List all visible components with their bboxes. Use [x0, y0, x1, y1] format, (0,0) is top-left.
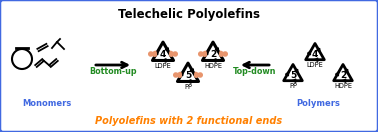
Circle shape: [149, 52, 153, 56]
Text: HDPE: HDPE: [334, 83, 352, 89]
Text: 2: 2: [340, 71, 346, 80]
Text: HDPE: HDPE: [204, 63, 222, 69]
Text: PP: PP: [184, 84, 192, 90]
Text: 2: 2: [210, 50, 216, 59]
Text: Bottom-up: Bottom-up: [89, 67, 137, 76]
Circle shape: [199, 52, 203, 56]
Text: 5: 5: [290, 71, 296, 80]
Text: Polyolefins with 2 functional ends: Polyolefins with 2 functional ends: [95, 116, 283, 126]
Circle shape: [173, 52, 177, 56]
Text: LDPE: LDPE: [307, 62, 323, 68]
Text: Telechelic Polyolefins: Telechelic Polyolefins: [118, 8, 260, 21]
Circle shape: [198, 73, 202, 77]
Text: Top-down: Top-down: [233, 67, 277, 76]
Circle shape: [223, 52, 227, 56]
Text: PP: PP: [289, 83, 297, 89]
Text: 5: 5: [185, 71, 191, 80]
Text: Monomers: Monomers: [22, 100, 71, 109]
Text: 4: 4: [160, 50, 166, 59]
Text: LDPE: LDPE: [155, 63, 171, 69]
Circle shape: [174, 73, 178, 77]
Text: Polymers: Polymers: [296, 100, 340, 109]
Text: 4: 4: [312, 50, 318, 59]
